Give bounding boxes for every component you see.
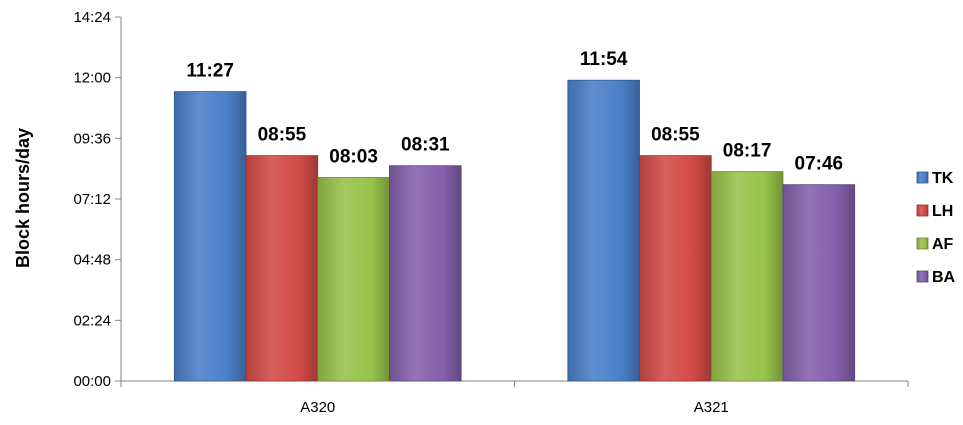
legend-swatch-ba	[916, 270, 929, 283]
data-label: 08:17	[723, 141, 772, 162]
legend-swatch-tk	[916, 171, 929, 184]
bar-ba-a321	[782, 184, 856, 382]
legend-label: AF	[932, 236, 954, 253]
legend: TK LH AF BA	[916, 170, 956, 286]
data-label: 11:27	[186, 61, 234, 82]
bar-ba-a320	[389, 165, 462, 382]
bar-af-a320	[317, 177, 390, 382]
y-tick-label: 02:24	[73, 312, 111, 329]
bar-tk-a320	[173, 91, 247, 382]
y-axis-title: Block hours/day	[13, 128, 33, 268]
y-tick-label: 00:00	[73, 373, 111, 390]
x-tick-label: A320	[300, 399, 335, 416]
legend-label: BA	[932, 269, 956, 286]
data-label: 07:46	[795, 154, 844, 175]
data-label: 08:55	[651, 125, 700, 146]
data-label: 08:55	[258, 125, 307, 146]
legend-label: LH	[932, 203, 953, 220]
data-labels: 11:27 08:55 08:03 08:31 11:54 08:55 08:17 07:46	[186, 49, 843, 174]
legend-swatch-af	[916, 237, 929, 250]
bar-tk-a321	[567, 79, 640, 382]
y-tick-label: 09:36	[73, 130, 111, 147]
y-tick-label: 12:00	[73, 70, 111, 87]
x-tick-label: A321	[694, 399, 729, 416]
data-label: 08:31	[401, 135, 450, 156]
legend-label: TK	[932, 170, 954, 187]
bar-lh-a321	[639, 155, 712, 382]
data-label: 11:54	[580, 49, 628, 70]
bar-lh-a320	[245, 155, 319, 382]
bar-af-a321	[710, 171, 784, 382]
bars	[173, 79, 856, 382]
legend-swatch-lh	[916, 204, 929, 217]
y-tick-label: 14:24	[73, 9, 111, 26]
y-tick-label: 07:12	[73, 191, 111, 208]
y-tick-label: 04:48	[73, 252, 111, 269]
data-label: 08:03	[329, 147, 378, 168]
